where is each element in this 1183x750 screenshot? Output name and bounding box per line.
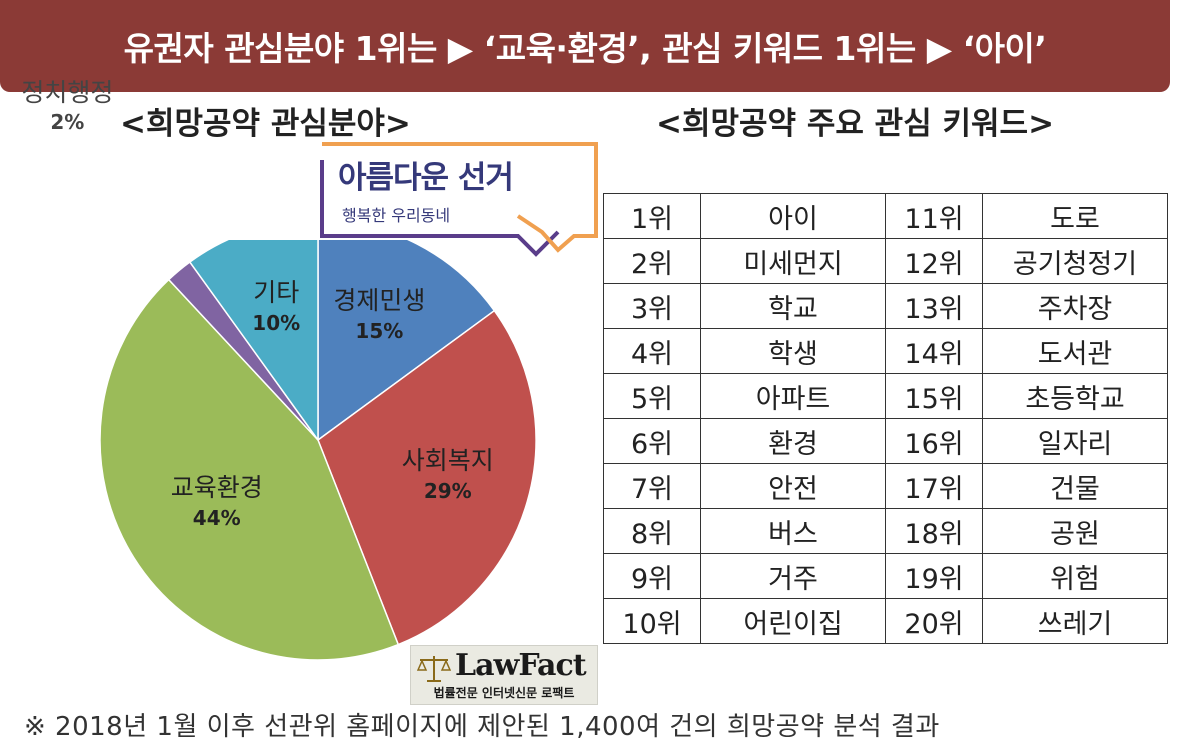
rank-cell: 2위 (603, 238, 701, 284)
rank-cell: 4위 (603, 328, 701, 374)
table-row: 3위 학교 13위 주차장 (603, 283, 1168, 329)
headline-banner: 유권자 관심분야 1위는 ▶ ‘교육·환경’, 관심 키워드 1위는 ▶ ‘아이… (0, 0, 1170, 92)
lawfact-logo: LawFact 법률전문 인터넷신문 로팩트 (410, 645, 598, 705)
keyword-cell: 아이 (700, 193, 886, 239)
keyword-cell: 초등학교 (982, 373, 1168, 419)
keyword-cell: 안전 (700, 463, 886, 509)
keyword-cell: 공기청정기 (982, 238, 1168, 284)
rank-cell: 14위 (885, 328, 983, 374)
table-row: 2위 미세먼지 12위 공기청정기 (603, 238, 1168, 284)
rank-cell: 6위 (603, 418, 701, 464)
rank-cell: 15위 (885, 373, 983, 419)
rank-cell: 1위 (603, 193, 701, 239)
rank-cell: 8위 (603, 508, 701, 554)
table-row: 1위 아이 11위 도로 (603, 193, 1168, 239)
slice-name: 정치행정 (21, 77, 114, 107)
rank-cell: 3위 (603, 283, 701, 329)
rank-cell: 16위 (885, 418, 983, 464)
pie-slice-label: 경제민생 15% (333, 284, 425, 345)
table-row: 5위 아파트 15위 초등학교 (603, 373, 1168, 419)
pie-slice-label: 사회복지 29% (402, 444, 494, 505)
logo-name: LawFact (455, 648, 587, 683)
pie-slice-label: 정치행정 2% (21, 76, 113, 137)
keyword-ranking-table: 1위 아이 11위 도로 2위 미세먼지 12위 공기청정기 3위 학교 13위 주차장 4위 학생 14위… (603, 193, 1168, 644)
slice-name: 사회복지 (401, 446, 494, 476)
slice-percent: 44% (192, 505, 241, 530)
rank-cell: 13위 (885, 283, 983, 329)
scales-icon (417, 656, 451, 682)
interest-pie-chart (99, 240, 537, 660)
source-footnote: ※ 2018년 1월 이후 선관위 홈페이지에 제안된 1,400여 건의 희망… (24, 712, 940, 742)
table-row: 10위 어린이집 20위 쓰레기 (603, 598, 1168, 644)
pie-slice (99, 278, 400, 660)
keyword-cell: 일자리 (982, 418, 1168, 464)
callout-title: 아름다운 선거 (338, 160, 514, 196)
keyword-cell: 거주 (700, 553, 886, 599)
slice-name: 경제민생 (333, 286, 426, 316)
pie-slice (188, 240, 319, 443)
keyword-section-title: <희망공약 주요 관심 키워드> (656, 106, 1055, 142)
slice-percent: 29% (423, 478, 472, 503)
pie-slice (317, 309, 537, 646)
logo-tagline: 법률전문 인터넷신문 로팩트 (433, 686, 575, 700)
headline-text: 유권자 관심분야 1위는 ▶ ‘교육·환경’, 관심 키워드 1위는 ▶ ‘아이… (123, 29, 1047, 68)
rank-cell: 17위 (885, 463, 983, 509)
keyword-cell: 학생 (700, 328, 886, 374)
table-row: 4위 학생 14위 도서관 (603, 328, 1168, 374)
table-row: 9위 거주 19위 위험 (603, 553, 1168, 599)
keyword-cell: 쓰레기 (982, 598, 1168, 644)
slice-percent: 10% (252, 311, 301, 336)
callout-subtitle: 행복한 우리동네 (342, 206, 451, 225)
pie-slice-label: 기타 10% (252, 276, 300, 337)
pie-slice-label: 교육환경 44% (171, 471, 263, 532)
callout-frame (320, 142, 598, 257)
table-row: 8위 버스 18위 공원 (603, 508, 1168, 554)
table-row: 7위 안전 17위 건물 (603, 463, 1168, 509)
rank-cell: 7위 (603, 463, 701, 509)
rank-cell: 12위 (885, 238, 983, 284)
keyword-cell: 도서관 (982, 328, 1168, 374)
keyword-cell: 도로 (982, 193, 1168, 239)
keyword-cell: 아파트 (700, 373, 886, 419)
pie-section-title: <희망공약 관심분야> (120, 106, 411, 142)
rank-cell: 18위 (885, 508, 983, 554)
keyword-cell: 위험 (982, 553, 1168, 599)
pie-slice (317, 240, 496, 442)
keyword-cell: 학교 (700, 283, 886, 329)
keyword-cell: 공원 (982, 508, 1168, 554)
keyword-cell: 환경 (700, 418, 886, 464)
rank-cell: 9위 (603, 553, 701, 599)
rank-cell: 20위 (885, 598, 983, 644)
rank-cell: 11위 (885, 193, 983, 239)
rank-cell: 19위 (885, 553, 983, 599)
keyword-cell: 미세먼지 (700, 238, 886, 284)
keyword-cell: 버스 (700, 508, 886, 554)
keyword-cell: 어린이집 (700, 598, 886, 644)
keyword-cell: 건물 (982, 463, 1168, 509)
table-row: 6위 환경 16위 일자리 (603, 418, 1168, 464)
keyword-cell: 주차장 (982, 283, 1168, 329)
slice-percent: 15% (355, 319, 404, 344)
campaign-callout: 아름다운 선거 행복한 우리동네 (318, 140, 600, 258)
rank-cell: 10위 (603, 598, 701, 644)
slice-name: 기타 (253, 278, 300, 308)
slice-name: 교육환경 (170, 472, 263, 502)
rank-cell: 5위 (603, 373, 701, 419)
slice-percent: 2% (50, 110, 85, 135)
